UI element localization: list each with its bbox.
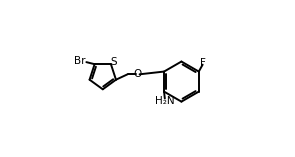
Text: S: S	[110, 57, 117, 67]
Text: F: F	[200, 58, 206, 68]
Text: H₂N: H₂N	[155, 96, 175, 106]
Text: Br: Br	[74, 56, 85, 66]
Text: O: O	[133, 69, 142, 79]
